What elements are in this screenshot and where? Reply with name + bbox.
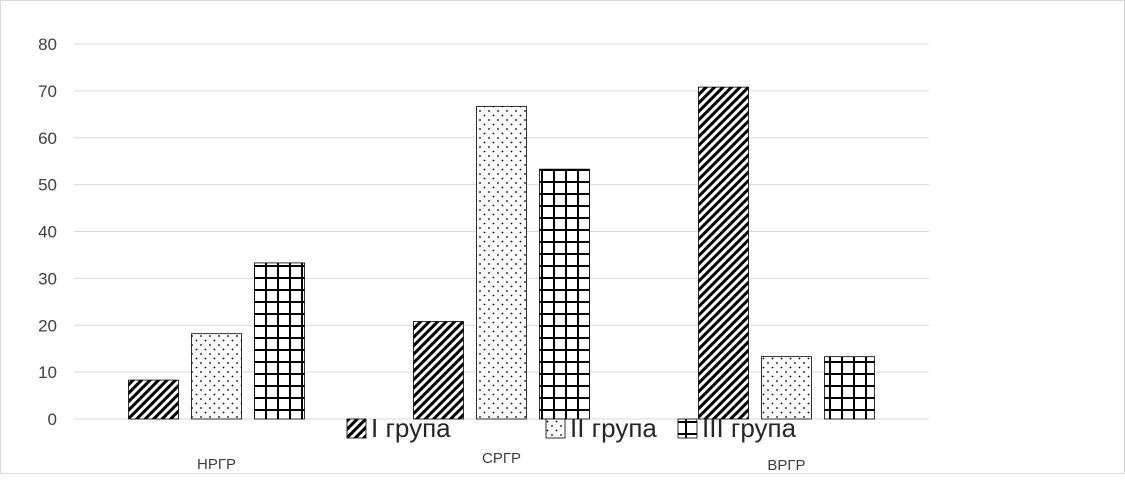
y-tick-label: 50 bbox=[38, 176, 57, 195]
legend-label: I група bbox=[371, 413, 451, 443]
x-category-label: СРГР bbox=[482, 450, 521, 467]
y-tick-label: 70 bbox=[38, 82, 57, 101]
bar bbox=[698, 86, 749, 420]
y-tick-label: 60 bbox=[38, 129, 57, 148]
legend-swatch bbox=[677, 418, 698, 439]
bar bbox=[128, 379, 179, 420]
bar bbox=[476, 105, 527, 420]
y-tick-label: 40 bbox=[38, 223, 57, 242]
legend: I група II група III група bbox=[346, 413, 797, 443]
bar bbox=[824, 356, 875, 420]
x-axis: НРГР СРГР ВРГР bbox=[197, 450, 806, 474]
bar bbox=[413, 321, 464, 420]
x-category-label: НРГР bbox=[197, 456, 236, 473]
x-category-label: ВРГР bbox=[767, 457, 805, 474]
bar bbox=[539, 168, 590, 420]
y-axis: 0 10 20 30 40 50 60 70 80 bbox=[38, 35, 57, 429]
y-tick-label: 20 bbox=[38, 316, 57, 335]
bar bbox=[254, 262, 305, 420]
y-tick-label: 0 bbox=[48, 410, 57, 429]
legend-label: III група bbox=[702, 413, 797, 443]
legend-swatch bbox=[545, 418, 566, 439]
legend-swatch bbox=[346, 418, 367, 439]
y-tick-label: 10 bbox=[38, 363, 57, 382]
y-tick-label: 80 bbox=[38, 35, 57, 54]
y-tick-label: 30 bbox=[38, 269, 57, 288]
bars bbox=[128, 86, 875, 420]
bar bbox=[191, 333, 242, 420]
legend-label: II група bbox=[570, 413, 657, 443]
bar bbox=[761, 356, 812, 420]
